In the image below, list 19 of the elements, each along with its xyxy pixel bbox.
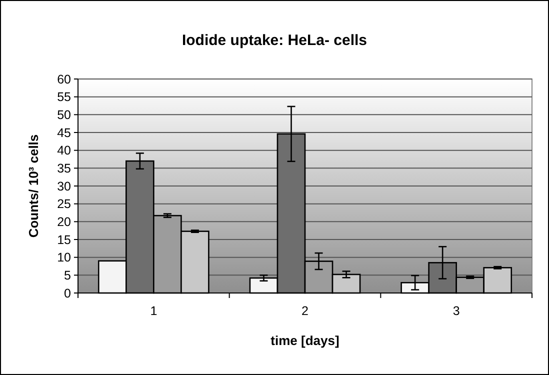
y-tick-label: 25 [57,197,72,212]
x-axis-title: time [days] [270,333,340,348]
y-tick-label: 60 [57,72,72,86]
chart-title: Iodide uptake: HeLa- cells [182,32,368,49]
x-tick-label: 2 [302,304,309,318]
y-tick-label: 5 [64,268,72,283]
y-tick-label: 35 [57,162,72,176]
y-tick-label: 30 [57,179,72,194]
x-tick-label: 1 [150,304,158,318]
y-tick-label: 15 [57,232,72,247]
y-tick-label: 45 [57,126,72,140]
y-tick-label: 10 [57,250,72,265]
y-axis-title: Counts/ 10³ cells [26,134,41,238]
y-tick-label: 50 [57,108,72,122]
x-tick-label: 3 [452,304,460,318]
y-tick-label: 40 [57,144,72,158]
y-tick-label: 0 [64,286,72,300]
y-tick-label: 20 [57,215,72,230]
y-tick-label: 55 [57,90,72,104]
